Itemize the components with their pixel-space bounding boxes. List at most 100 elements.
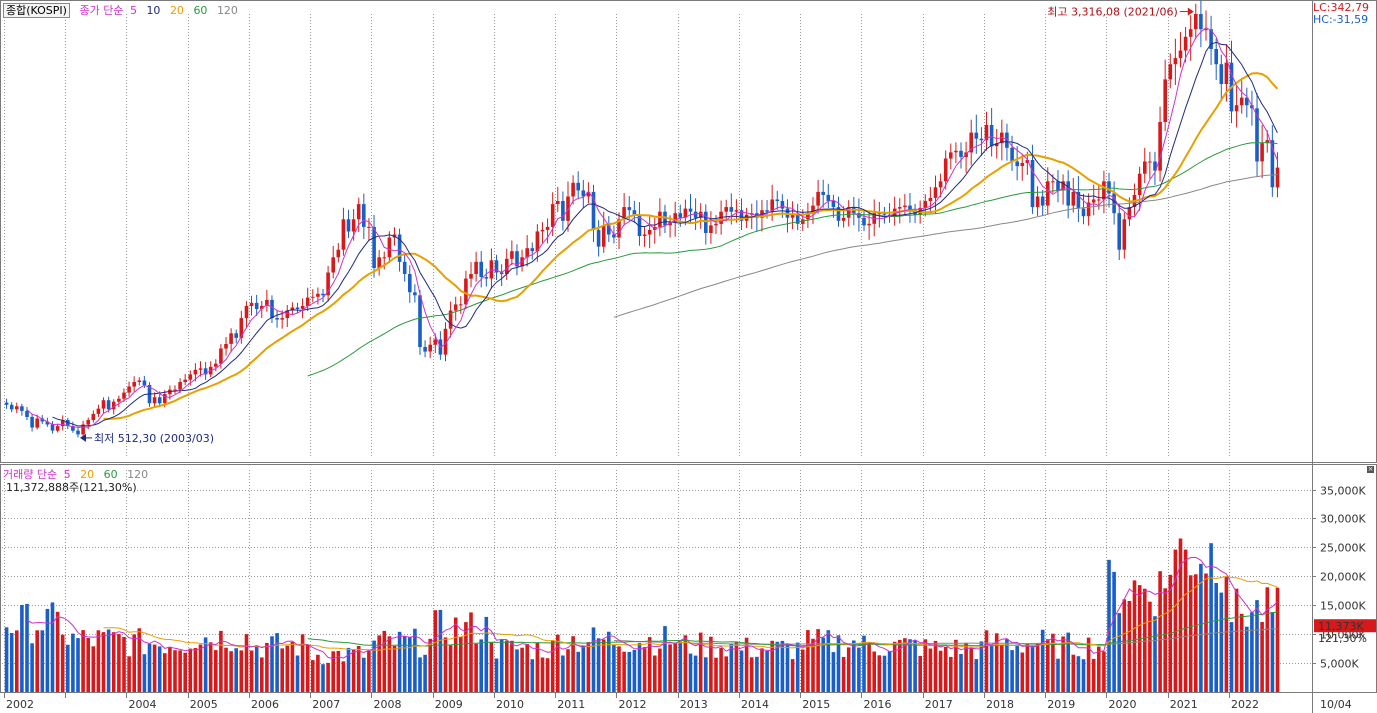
candle-up	[1137, 173, 1142, 195]
candle-down	[499, 272, 504, 274]
vol-ma20-line	[103, 575, 1278, 651]
volume-bar	[300, 634, 305, 692]
volume-bar	[1153, 616, 1157, 692]
volume-bar	[801, 649, 805, 692]
candle-down	[1066, 181, 1070, 206]
volume-bar	[586, 642, 591, 692]
volume-bar	[852, 640, 856, 692]
ma-period-5: 5	[129, 4, 137, 17]
volume-bar	[1148, 601, 1152, 692]
current-volume-badge	[1314, 619, 1376, 633]
volume-bar	[1194, 574, 1198, 692]
volume-bar	[214, 650, 218, 692]
volume-bar	[530, 659, 535, 692]
volume-bar	[239, 650, 244, 692]
x-tick-label: 2020	[1108, 698, 1136, 711]
volume-bar	[1260, 622, 1264, 692]
volume-bar	[1015, 644, 1019, 692]
candle-up	[571, 182, 575, 197]
candle-up	[622, 207, 626, 220]
volume-bar	[1005, 639, 1009, 692]
volume-bar	[305, 644, 310, 692]
volume-bar	[433, 610, 438, 692]
volume-bar	[954, 639, 958, 692]
volume-bar	[1081, 659, 1086, 692]
vol-ma60-line	[307, 611, 1278, 647]
volume-bar	[60, 634, 65, 692]
volume-bar	[111, 632, 116, 692]
volume-bar	[1117, 613, 1121, 692]
candle-down	[887, 214, 892, 217]
candle-up	[1163, 79, 1167, 122]
candle-up	[943, 158, 948, 182]
volume-bar	[280, 648, 284, 692]
volume-bar	[1025, 643, 1030, 692]
volume-bar	[872, 651, 876, 692]
candle-up	[60, 420, 65, 427]
close-icon[interactable]: ×	[1367, 465, 1374, 473]
volume-bar	[372, 640, 376, 692]
volume-bar	[224, 647, 228, 692]
volume-bar	[515, 649, 519, 692]
volume-bar	[30, 643, 34, 692]
volume-bar	[101, 632, 106, 692]
ma10-line	[52, 41, 1278, 427]
candle-up	[377, 257, 381, 268]
candle-down	[637, 214, 642, 236]
volume-bar	[719, 648, 723, 692]
x-tick-label: 2017	[925, 698, 953, 711]
volume-bar	[127, 656, 131, 692]
candle-down	[157, 397, 162, 404]
volume-tick-label: 15,000K	[1320, 600, 1366, 613]
candle-up	[617, 219, 621, 238]
x-tick-label: 2007	[312, 698, 340, 711]
volume-bar	[377, 635, 381, 692]
candle-down	[9, 404, 14, 410]
x-tick-label: 2009	[435, 698, 463, 711]
candle-up	[290, 307, 295, 311]
volume-bar	[469, 612, 473, 692]
candle-up	[698, 211, 703, 218]
x-tick-label: 2010	[496, 698, 524, 711]
candle-down	[4, 402, 9, 405]
volume-bar	[857, 647, 861, 692]
candle-down	[413, 292, 417, 296]
candle-down	[1270, 140, 1275, 188]
volume-bar	[933, 640, 938, 692]
volume-bar	[903, 638, 907, 692]
volume-bar	[367, 650, 371, 692]
volume-tick-label: 20,000K	[1320, 571, 1366, 584]
ma-label: 종가 단순	[79, 4, 124, 17]
volume-bar	[1239, 613, 1244, 692]
candle-up	[540, 229, 545, 232]
volume-bar	[50, 602, 55, 692]
volume-bar	[693, 655, 698, 692]
candle-down	[739, 210, 744, 221]
volume-bar	[1188, 575, 1193, 692]
volume-bar	[556, 634, 560, 692]
candle-up	[469, 274, 473, 279]
volume-bar	[438, 609, 443, 692]
volume-bar	[949, 656, 953, 692]
volume-bar	[489, 642, 494, 692]
candle-down	[418, 295, 422, 347]
volume-bar	[173, 650, 177, 692]
candle-down	[423, 347, 427, 352]
volume-bar	[249, 650, 254, 692]
candle-down	[402, 261, 407, 274]
candle-up	[265, 299, 269, 306]
candle-up	[545, 226, 550, 230]
volume-bar	[989, 645, 994, 692]
candle-down	[612, 234, 616, 238]
x-tick-label: 2005	[190, 698, 218, 711]
volume-bar	[81, 630, 85, 692]
volume-bar	[1040, 629, 1045, 692]
ma-period-120: 120	[216, 4, 238, 17]
candle-down	[862, 217, 866, 226]
volume-bar	[1234, 588, 1239, 692]
symbol-label[interactable]: 종합(KOSPI)	[3, 3, 70, 18]
candle-down	[270, 299, 274, 319]
candle-down	[1250, 105, 1254, 109]
volume-bar	[1051, 633, 1055, 692]
